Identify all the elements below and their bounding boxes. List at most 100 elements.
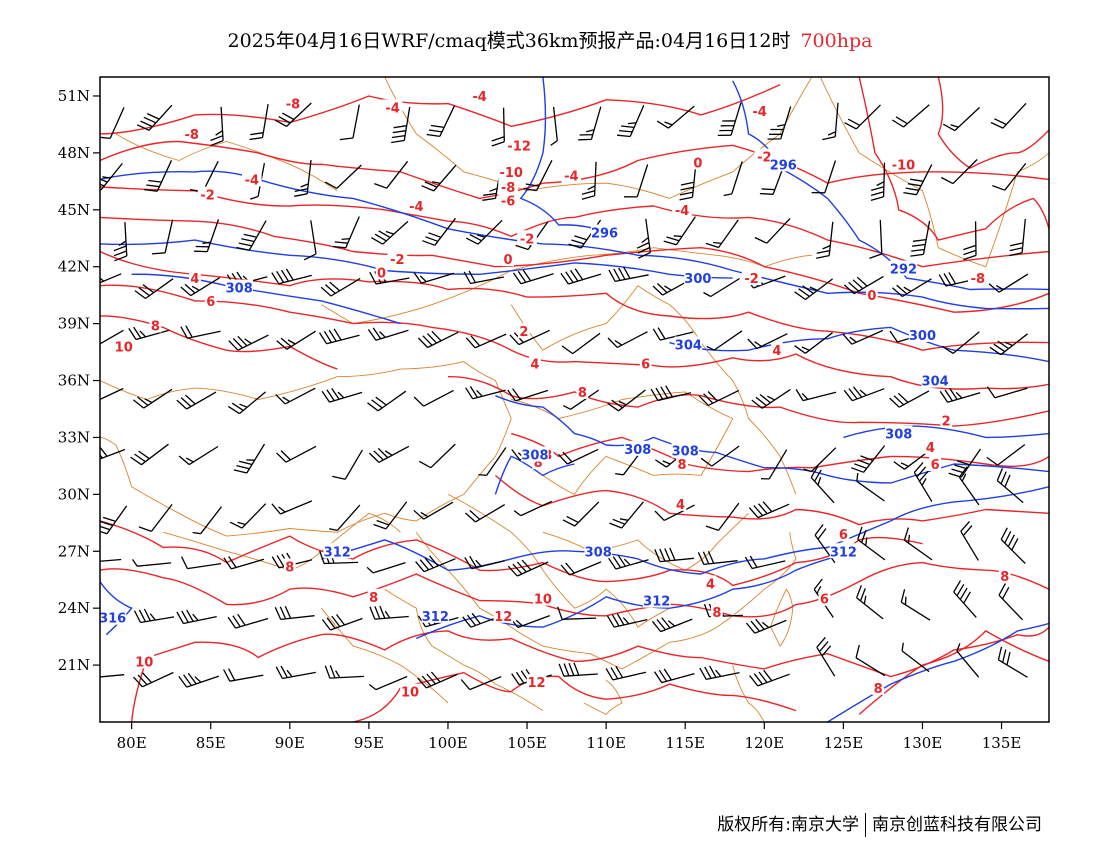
temperature-label: 12: [494, 610, 512, 625]
wind-barb: [422, 217, 457, 246]
temperature-label-bg: [197, 186, 218, 202]
wind-barb: [606, 613, 648, 628]
wind-barb: [703, 277, 740, 298]
wind-barb: [415, 555, 456, 573]
height-label: 300: [909, 329, 936, 344]
wind-barb: [992, 163, 1027, 191]
temperature-label-bg: [872, 679, 885, 695]
wind-barb: [324, 665, 364, 679]
temperature-label: 8: [151, 320, 160, 335]
temperature-label: -8: [971, 272, 985, 287]
wind-barb: [271, 268, 312, 285]
temperature-label: -4: [564, 170, 578, 185]
wind-barb: [478, 447, 507, 477]
wind-barb: [370, 220, 409, 245]
wind-barb: [652, 278, 693, 296]
height-label: 312: [830, 545, 857, 560]
wind-barb: [367, 327, 409, 341]
wind-barb: [294, 159, 312, 197]
temperature-label: -4: [752, 105, 766, 120]
temperature-label: -2: [744, 272, 758, 287]
temperature-label-bg: [498, 192, 518, 208]
height-label-bg: [421, 607, 450, 623]
wind-barb: [605, 665, 647, 681]
wind-barb: [512, 269, 554, 285]
temperature-label: 6: [206, 295, 215, 310]
wind-barb: [901, 642, 930, 673]
temperature-isotherm: [100, 83, 781, 135]
temperature-label-bg: [134, 653, 155, 669]
wind-barb: [958, 466, 980, 506]
temperature-label: 8: [285, 560, 294, 575]
height-label-bg: [674, 336, 703, 352]
temperature-label: 10: [115, 340, 133, 355]
wind-barb: [960, 520, 979, 561]
boundary-line: [511, 391, 734, 495]
wind-barb: [130, 443, 169, 466]
wind-barb: [889, 390, 930, 408]
wind-barb: [318, 328, 360, 345]
x-tick-label: 120E: [745, 734, 785, 752]
wind-barb: [465, 333, 507, 349]
height-label-bg: [921, 372, 949, 388]
temperature-label: 2: [942, 414, 951, 429]
wind-barb: [465, 219, 503, 245]
wind-barb: [869, 219, 883, 260]
height-contour: [100, 239, 733, 279]
wind-barb: [891, 104, 930, 128]
x-tick-label: 115E: [665, 734, 705, 752]
wind-barb: [274, 102, 312, 127]
temperature-label: -2: [757, 151, 771, 166]
height-contour: [416, 554, 844, 640]
wind-barb: [176, 609, 217, 625]
wind-barb: [194, 219, 220, 253]
temperature-label-bg: [968, 270, 988, 286]
x-tick-label: 90E: [275, 734, 305, 752]
wind-barb: [850, 445, 886, 473]
boundary-line: [163, 512, 401, 571]
wind-barb: [855, 644, 886, 677]
temperature-label-bg: [283, 95, 303, 111]
y-axis: 51N 48N 45N 42N 39N 36N 33N 30N 27N 24N 21N: [58, 87, 100, 674]
wind-barb: [607, 389, 646, 412]
height-label: 308: [226, 282, 253, 297]
y-tick-label: 30N: [58, 485, 90, 503]
boundary-line: [583, 679, 623, 715]
temperature-label-bg: [749, 103, 770, 119]
wind-barb: [747, 333, 788, 350]
wind-barb: [100, 162, 123, 191]
boundary-line: [447, 493, 670, 628]
temperature-label: 4: [530, 357, 539, 372]
height-label-bg: [885, 425, 913, 441]
wind-barb: [233, 443, 266, 474]
temperature-label-bg: [704, 575, 717, 591]
x-tick-label: 135E: [982, 734, 1022, 752]
x-tick-label: 80E: [117, 734, 147, 752]
temperature-label: 10: [135, 655, 153, 670]
temperature-label: -10: [499, 166, 523, 181]
temperature-isotherm: [100, 140, 1049, 200]
temperature-isotherm: [494, 474, 1049, 526]
wind-barb: [856, 473, 885, 502]
temperature-isotherm: [130, 626, 1049, 722]
temperature-label: 0: [377, 266, 386, 281]
temperature-label: 6: [820, 593, 829, 608]
wind-barb: [748, 501, 790, 519]
wind-barb: [557, 606, 597, 620]
temperature-label: -10: [892, 158, 916, 173]
wind-barb: [560, 268, 602, 285]
temperature-label: -4: [472, 90, 486, 105]
height-label: 312: [422, 610, 449, 625]
wind-barb: [811, 160, 837, 194]
wind-barb: [374, 160, 409, 189]
height-label-bg: [769, 156, 797, 172]
height-label: 308: [672, 445, 699, 460]
temperature-label-bg: [998, 567, 1011, 583]
height-contour: [100, 581, 133, 636]
wind-barb: [223, 668, 264, 682]
wind-barb: [275, 387, 316, 405]
temperature-label: 6: [839, 528, 848, 543]
wind-barb: [560, 561, 602, 576]
wind-barb: [418, 443, 456, 469]
